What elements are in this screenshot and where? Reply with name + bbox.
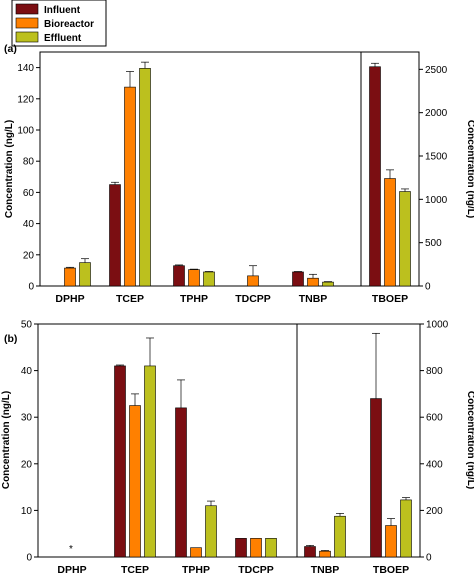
bar-a-tphp-effluent <box>203 271 215 287</box>
panel-b-right-tick-label: 1000 <box>426 320 449 331</box>
panel-b-right-tick-label: 600 <box>426 413 443 424</box>
panel-b-ylabel-left: Concentration (ng/L) <box>1 391 12 489</box>
bar-b-tphp-influent <box>175 407 187 558</box>
bar-b-tnbp-effluent <box>334 515 346 558</box>
bar-a-tnbp-influent <box>292 271 304 287</box>
bar-a-dphp-effluent <box>79 262 91 287</box>
category-label-a-tboep: TBOEP <box>372 293 408 305</box>
category-label-a-tnbp: TNBP <box>299 293 328 305</box>
panel-a-category-labels: DPHP TCEP TPHP TDCPP TNBP TBOEP <box>55 293 408 305</box>
panel-b-right-tick-label: 400 <box>426 459 443 470</box>
bar-a-tphp-bioreactor <box>188 269 200 287</box>
panel-b-ylabel-right: Concentration (ng/L) <box>465 391 474 489</box>
category-label-a-dphp: DPHP <box>55 293 84 305</box>
panel-a-right-tick-label: 0 <box>425 282 431 293</box>
bar-b-tdcpp-effluent <box>265 538 277 558</box>
panel-a-left-tick-label: 100 <box>17 126 34 137</box>
panel-b-category-labels: DPHP TCEP TPHP TDCPP TNBP TBOEP <box>57 564 409 576</box>
category-label-b-tdcpp: TDCPP <box>238 564 274 576</box>
panel-b-label: (b) <box>4 333 17 345</box>
bar-b-tcep-effluent <box>144 365 156 558</box>
legend-label-influent: Influent <box>44 5 81 16</box>
category-label-a-tcep: TCEP <box>116 293 144 305</box>
category-label-b-tphp: TPHP <box>182 564 210 576</box>
bar-b-tdcpp-bioreactor <box>250 538 262 558</box>
bar-a-tphp-influent <box>173 265 185 287</box>
bar-b-tboep-influent <box>370 398 382 558</box>
panel-b-left-ticks: 0 10 20 30 40 50 <box>21 320 38 564</box>
bar-a-tcep-influent <box>109 184 121 287</box>
annotation-b-dphp: * <box>69 544 73 555</box>
panel-b-left-tick-label: 30 <box>21 413 33 424</box>
panel-b: (b) 0 10 20 30 40 50 0 200 400 600 800 1000 * DPHP… <box>1 320 474 577</box>
bar-a-dphp-bioreactor <box>64 267 76 287</box>
panel-a-left-tick-label: 20 <box>23 250 35 261</box>
legend-swatch-bioreactor <box>15 17 39 29</box>
panel-a-bars <box>64 61 411 287</box>
panel-a-left-tick-label: 60 <box>23 188 35 199</box>
bar-a-tboep-bioreactor <box>384 178 396 287</box>
category-label-b-tcep: TCEP <box>121 564 149 576</box>
panel-a-left-tick-label: 0 <box>28 282 34 293</box>
bar-b-tcep-influent <box>114 365 126 558</box>
panel-b-right-tick-label: 800 <box>426 366 443 377</box>
panel-a-right-tick-label: 1000 <box>425 195 448 206</box>
panel-b-left-tick-label: 50 <box>21 320 33 331</box>
panel-b-left-tick-label: 20 <box>21 459 33 470</box>
bar-b-tcep-bioreactor <box>129 405 141 558</box>
panel-a-left-ticks: 0 20 40 60 80 100 120 140 <box>17 63 40 293</box>
legend-label-effluent: Effluent <box>44 33 82 44</box>
bar-a-tboep-effluent <box>399 191 411 287</box>
category-label-b-tnbp: TNBP <box>311 564 340 576</box>
panel-a-right-tick-label: 2500 <box>425 65 448 76</box>
category-label-b-tboep: TBOEP <box>373 564 409 576</box>
bar-a-tcep-bioreactor <box>124 86 136 287</box>
panel-a: (a) 0 20 40 60 80 100 120 140 0 500 1000 1500 2000 2… <box>4 43 474 305</box>
category-label-a-tphp: TPHP <box>180 293 208 305</box>
bar-b-tboep-effluent <box>400 499 412 558</box>
panel-a-ylabel-left: Concentration (ng/L) <box>4 120 15 218</box>
panel-b-bars: * <box>69 332 412 558</box>
legend-swatch-influent <box>15 3 39 15</box>
panel-b-right-ticks: 0 200 400 600 800 1000 <box>420 320 449 564</box>
category-label-a-tdcpp: TDCPP <box>235 293 271 305</box>
panel-b-left-tick-label: 10 <box>21 506 33 517</box>
bar-b-tphp-effluent <box>205 505 217 558</box>
panel-a-left-tick-label: 140 <box>17 63 34 74</box>
bar-b-tnbp-influent <box>304 546 316 558</box>
panel-a-label: (a) <box>4 43 17 55</box>
panel-a-left-tick-label: 80 <box>23 157 35 168</box>
bar-a-tboep-influent <box>369 66 381 287</box>
panel-b-right-tick-label: 200 <box>426 506 443 517</box>
panel-a-left-tick-label: 120 <box>17 94 34 105</box>
legend: Influent Bioreactor Effluent <box>11 0 107 47</box>
panel-b-frame <box>37 323 421 558</box>
panel-a-frame <box>39 51 420 287</box>
bar-b-tboep-bioreactor <box>385 525 397 558</box>
bar-a-tdcpp-bioreactor <box>247 275 259 287</box>
panel-a-right-tick-label: 500 <box>425 238 442 249</box>
legend-swatch-effluent <box>15 31 39 43</box>
panel-a-left-tick-label: 40 <box>23 219 35 230</box>
bar-b-tphp-bioreactor <box>190 547 202 558</box>
legend-label-bioreactor: Bioreactor <box>44 19 94 30</box>
panel-a-right-ticks: 0 500 1000 1500 2000 2500 <box>419 65 448 293</box>
bar-b-tnbp-bioreactor <box>319 550 331 558</box>
panel-b-left-tick-label: 0 <box>26 553 32 564</box>
panel-b-right-tick-label: 0 <box>426 553 432 564</box>
panel-a-right-tick-label: 1500 <box>425 152 448 163</box>
bar-a-tnbp-effluent <box>322 281 334 287</box>
panel-a-ylabel-right: Concentration (ng/L) <box>465 120 474 218</box>
bar-a-tnbp-bioreactor <box>307 277 319 287</box>
category-label-b-dphp: DPHP <box>57 564 86 576</box>
panel-b-left-tick-label: 40 <box>21 366 33 377</box>
bar-a-tcep-effluent <box>139 68 151 287</box>
panel-a-right-tick-label: 2000 <box>425 108 448 119</box>
bar-b-tdcpp-influent <box>235 538 247 558</box>
